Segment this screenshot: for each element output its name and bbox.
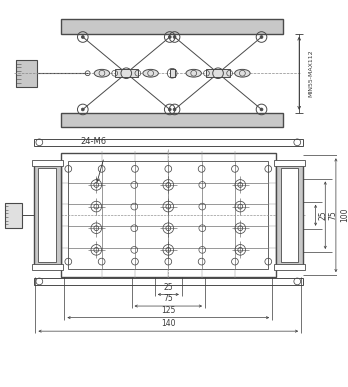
Bar — [115, 69, 138, 77]
Bar — [274, 160, 305, 166]
Text: 140: 140 — [161, 319, 175, 328]
Bar — [32, 160, 63, 166]
Circle shape — [260, 36, 263, 38]
Circle shape — [168, 108, 171, 111]
Text: 75: 75 — [164, 294, 173, 303]
Bar — [206, 69, 230, 77]
Text: 100: 100 — [340, 208, 348, 223]
Bar — [68, 161, 268, 269]
Text: 25: 25 — [164, 283, 173, 291]
Ellipse shape — [143, 69, 158, 77]
Bar — [61, 19, 283, 34]
Circle shape — [173, 36, 176, 38]
Ellipse shape — [235, 69, 250, 77]
Bar — [170, 69, 175, 77]
Bar — [274, 264, 305, 270]
Ellipse shape — [186, 69, 201, 77]
Bar — [276, 163, 303, 267]
Circle shape — [260, 108, 263, 111]
Text: 125: 125 — [161, 306, 175, 315]
Bar — [61, 113, 283, 127]
Circle shape — [168, 36, 171, 38]
Text: 75: 75 — [328, 211, 337, 220]
Circle shape — [173, 108, 176, 111]
Circle shape — [81, 108, 84, 111]
Bar — [33, 163, 61, 267]
Bar — [16, 60, 37, 87]
Bar — [61, 153, 276, 277]
Bar — [5, 203, 22, 228]
Bar — [32, 264, 63, 270]
Ellipse shape — [94, 69, 110, 77]
Text: 24-M6: 24-M6 — [80, 137, 106, 146]
Text: 25: 25 — [318, 211, 327, 220]
Text: MIN55-MAX112: MIN55-MAX112 — [309, 50, 314, 97]
Bar — [33, 278, 303, 285]
Bar — [33, 139, 303, 146]
Bar — [38, 168, 56, 262]
Bar — [281, 168, 298, 262]
Circle shape — [81, 36, 84, 38]
